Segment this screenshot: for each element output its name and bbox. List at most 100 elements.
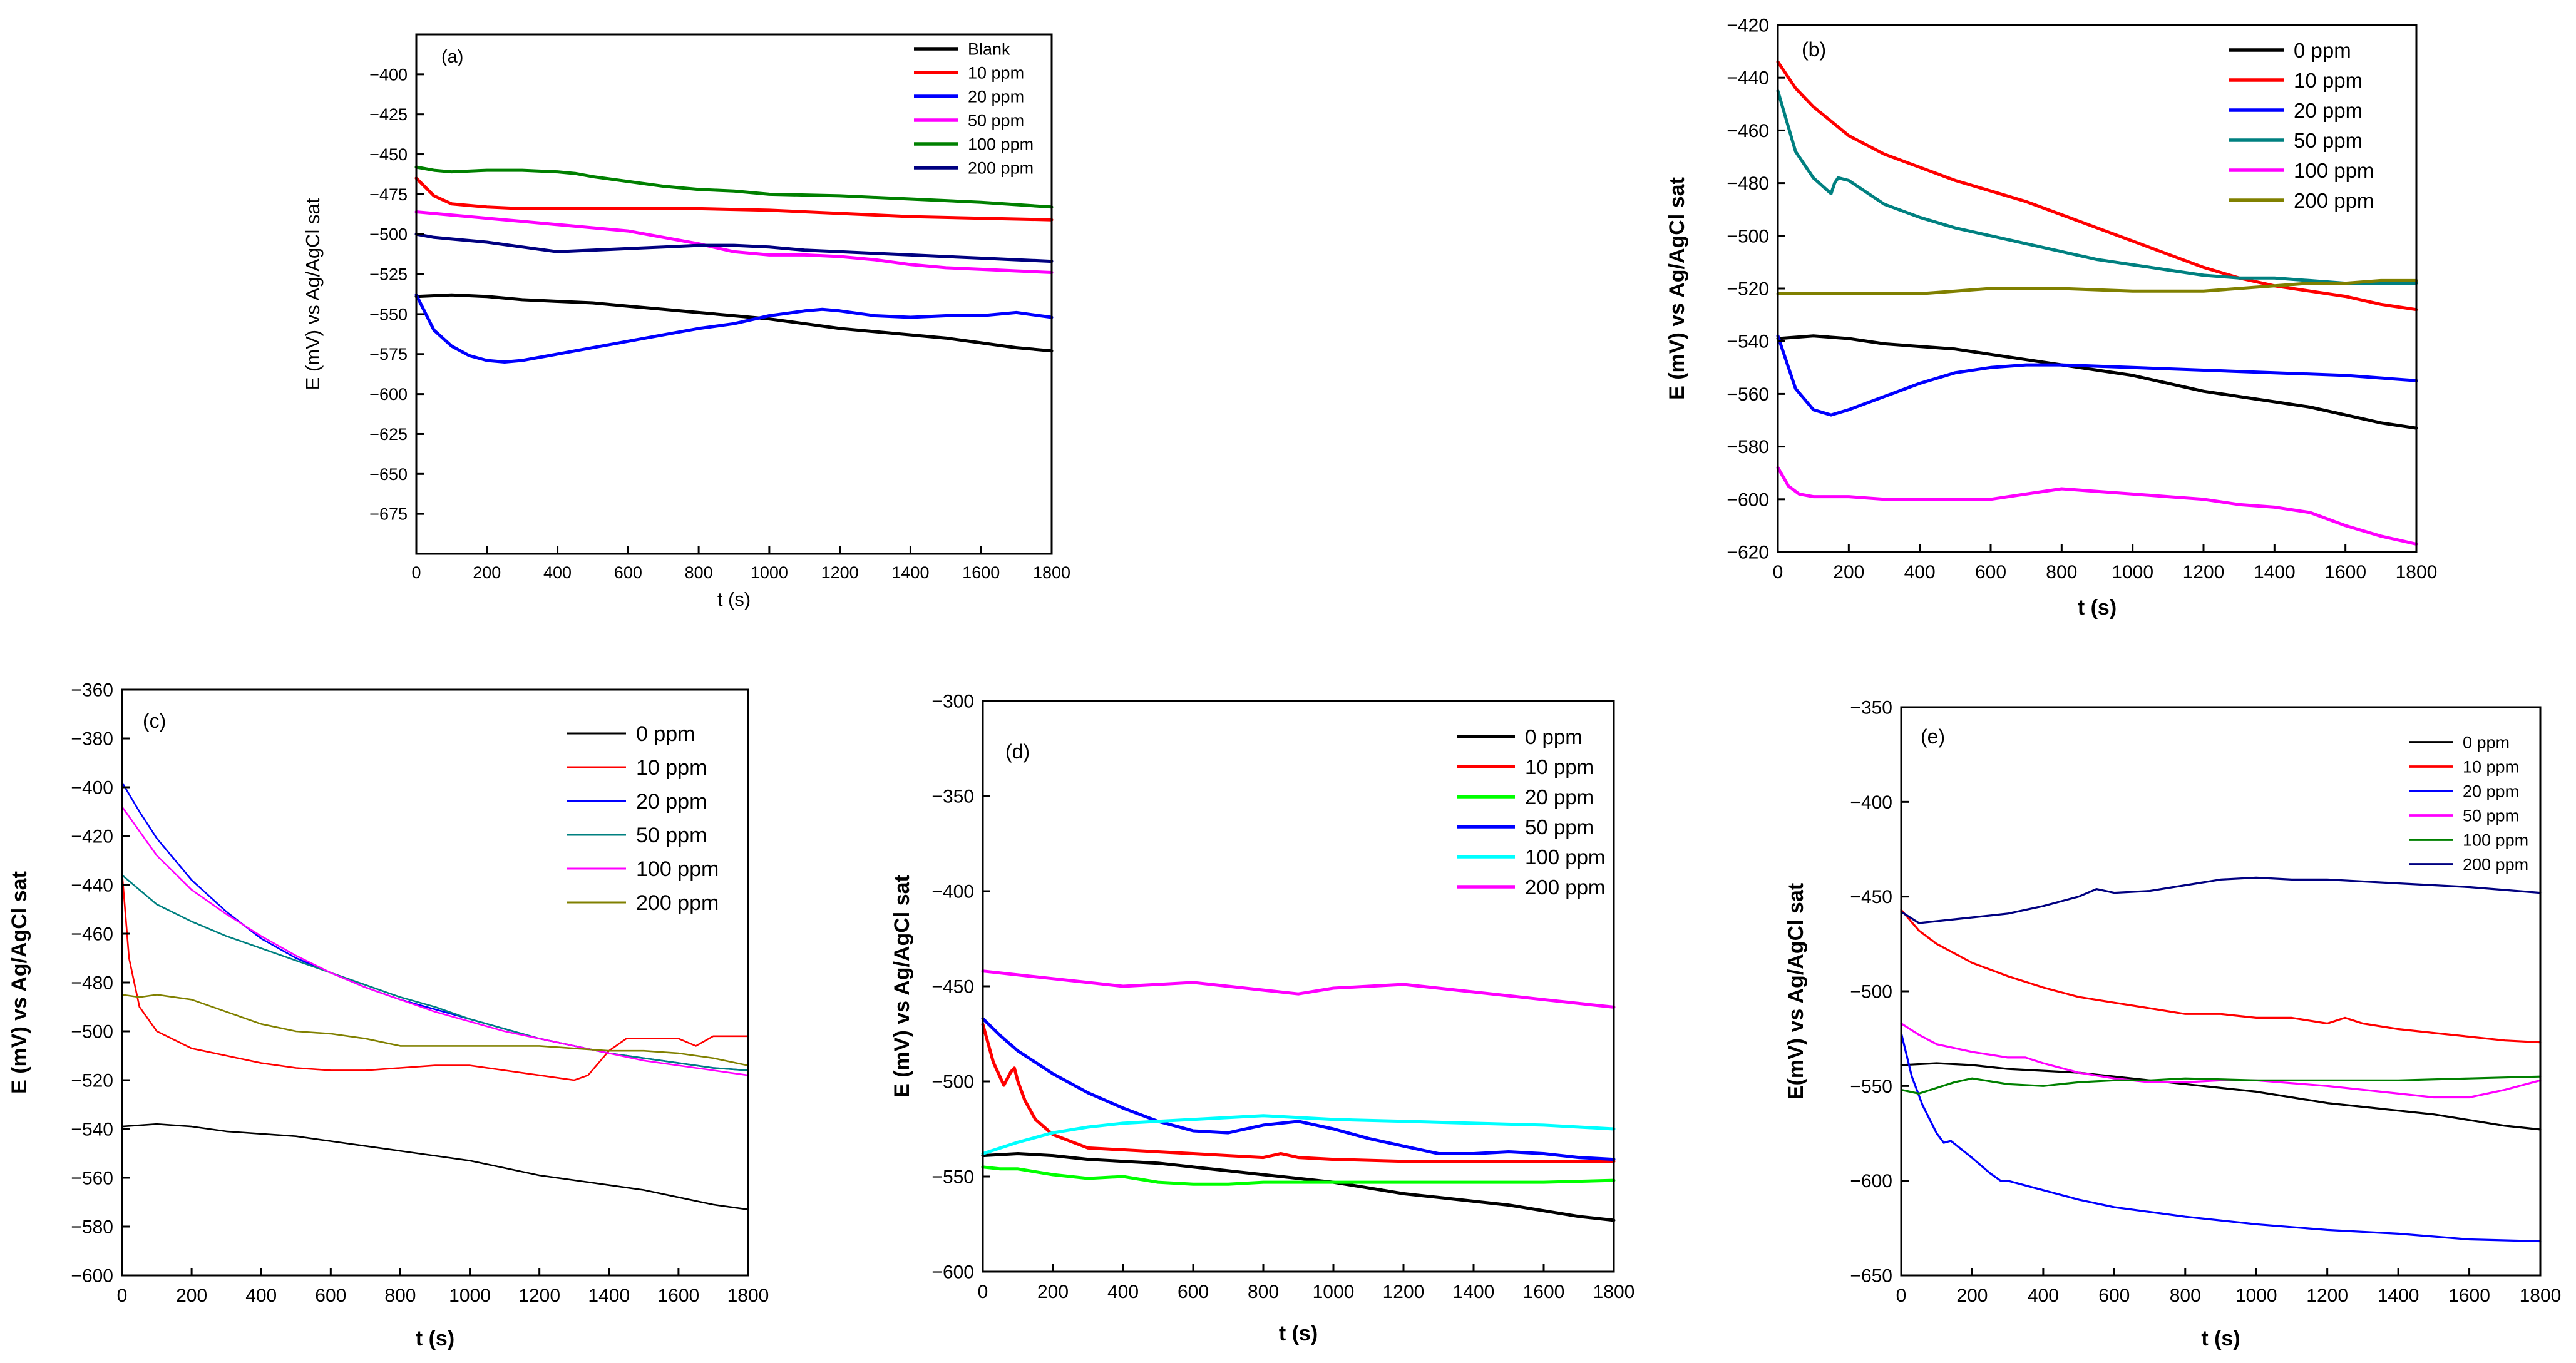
x-tick-label: 200 [1956, 1285, 1988, 1306]
y-tick-label: −360 [71, 680, 113, 701]
x-tick-label: 400 [245, 1285, 277, 1306]
x-tick-label: 800 [384, 1285, 416, 1306]
x-tick-label: 1000 [449, 1285, 491, 1306]
y-tick-label: −600 [1727, 489, 1769, 510]
legend-label: 100 ppm [636, 857, 719, 881]
y-tick-label: −600 [931, 1262, 974, 1283]
legend-label: 20 ppm [2463, 782, 2519, 801]
series-line-50-ppm [1900, 1022, 2542, 1099]
y-tick-label: −560 [71, 1168, 113, 1189]
legend-label: 10 ppm [636, 756, 707, 780]
y-tick-label: −675 [369, 505, 408, 524]
y-tick-label: −575 [369, 345, 408, 364]
panel-id-label: (d) [1005, 740, 1030, 763]
series-line-100-ppm [981, 1114, 1616, 1155]
y-tick-label: −580 [1727, 437, 1769, 457]
y-tick-label: −400 [71, 778, 113, 799]
series-line-50-ppm [1776, 89, 2418, 285]
x-tick-label: 600 [315, 1285, 346, 1306]
panel-b: 0 200 400 600 800 1000 1200 1400 1600 1800 −420 −44… [1665, 16, 2437, 620]
legend-label: 200 ppm [968, 159, 1034, 178]
panel-id-label: (b) [1802, 38, 1826, 61]
x-tick-label: 0 [1773, 562, 1783, 583]
legend-label: 100 ppm [968, 135, 1034, 154]
x-tick-label: 1200 [821, 563, 859, 582]
y-axis-label: E (mV) vs Ag/AgCl sat [1665, 177, 1689, 400]
panel-d: 0 200 400 600 800 1000 1200 1400 1600 1800 −300 −35… [890, 692, 1634, 1346]
x-tick-label: 0 [117, 1285, 128, 1306]
x-tick-label: 400 [1904, 562, 1936, 583]
y-tick-label: −480 [1727, 173, 1769, 194]
legend-label: 200 ppm [636, 891, 719, 915]
x-tick-label: 600 [614, 563, 642, 582]
legend-label: 10 ppm [1525, 755, 1594, 778]
x-tick-label: 1600 [2448, 1285, 2490, 1306]
y-tick-label: −475 [369, 185, 408, 204]
x-tick-label: 200 [473, 563, 501, 582]
panel-e: 0 200 400 600 800 1000 1200 1400 1600 1800 −350 −40… [1784, 698, 2561, 1351]
x-tick-label: 200 [1833, 562, 1864, 583]
panel-id-label: (e) [1921, 725, 1945, 748]
y-tick-label: −525 [369, 265, 408, 284]
y-axis-label: E(mV) vs Ag/AgCl sat [1784, 883, 1808, 1100]
y-tick-label: −420 [71, 827, 113, 847]
y-tick-label: −580 [71, 1217, 113, 1238]
x-tick-label: 800 [2170, 1285, 2201, 1306]
panel-id-label: (c) [143, 710, 166, 732]
y-axis-label: E (mV) vs Ag/AgCl sat [8, 871, 31, 1094]
legend-label: 10 ppm [968, 64, 1024, 83]
legend-label: 10 ppm [2463, 758, 2519, 777]
y-tick-label: −450 [931, 977, 974, 998]
y-tick-label: −350 [1850, 698, 1892, 718]
series-line-20-ppm [414, 293, 1054, 364]
y-tick-label: −480 [71, 973, 113, 994]
panel-id-label: (a) [441, 47, 463, 67]
series-line-100-ppm [1776, 466, 2418, 546]
legend-label: 200 ppm [1525, 875, 1605, 899]
x-tick-label: 1800 [2396, 562, 2438, 583]
y-tick-label: −440 [1727, 68, 1769, 89]
legend-label: 100 ppm [2463, 831, 2528, 850]
y-tick-label: −500 [71, 1022, 113, 1043]
x-tick-label: 800 [2046, 562, 2077, 583]
y-tick-label: −520 [1727, 279, 1769, 300]
legend-label: 0 ppm [2463, 733, 2510, 752]
y-tick-label: −550 [1850, 1076, 1892, 1097]
y-tick-label: −560 [1727, 384, 1769, 405]
x-tick-label: 1000 [751, 563, 788, 582]
y-tick-label: −500 [931, 1072, 974, 1093]
legend-label: 20 ppm [2294, 99, 2363, 122]
x-tick-label: 1600 [962, 563, 1000, 582]
series-line-0-ppm [1776, 334, 2418, 430]
series-line-10-ppm [1900, 909, 2542, 1044]
y-tick-label: −600 [1850, 1171, 1892, 1192]
series-line-20-ppm [981, 1165, 1616, 1186]
series-line-0-ppm [981, 1152, 1616, 1222]
x-tick-label: 800 [685, 563, 713, 582]
legend: Blank 10 ppm 20 ppm 50 ppm 100 ppm 200 ppm [914, 40, 1034, 178]
legend-label: 10 ppm [2294, 69, 2363, 92]
legend: 0 ppm 10 ppm 20 ppm 50 ppm 100 ppm 200 ppm [567, 722, 719, 915]
x-tick-label: 1400 [891, 563, 929, 582]
legend-label: 200 ppm [2463, 855, 2528, 874]
x-tick-label: 600 [2098, 1285, 2130, 1306]
legend-label: 50 ppm [968, 111, 1024, 130]
x-tick-label: 1800 [1593, 1282, 1635, 1302]
y-tick-label: −620 [1727, 543, 1769, 563]
legend-label: 0 ppm [636, 722, 695, 746]
x-tick-label: 1800 [2520, 1285, 2562, 1306]
x-tick-label: 1000 [1313, 1282, 1355, 1302]
x-tick-label: 400 [2028, 1285, 2059, 1306]
y-tick-label: −300 [931, 692, 974, 712]
legend-label: 0 ppm [1525, 725, 1583, 748]
y-tick-label: −350 [931, 787, 974, 807]
y-tick-label: −540 [71, 1120, 113, 1140]
x-tick-label: 1600 [2324, 562, 2366, 583]
legend-label: 20 ppm [636, 790, 707, 814]
series-line-blank [414, 293, 1054, 353]
y-axis-label: E (mV) vs Ag/AgCl sat [302, 198, 324, 390]
series-line-0-ppm [121, 1123, 749, 1210]
series-line-200-ppm [414, 232, 1054, 263]
series-line-50-ppm [121, 874, 749, 1071]
